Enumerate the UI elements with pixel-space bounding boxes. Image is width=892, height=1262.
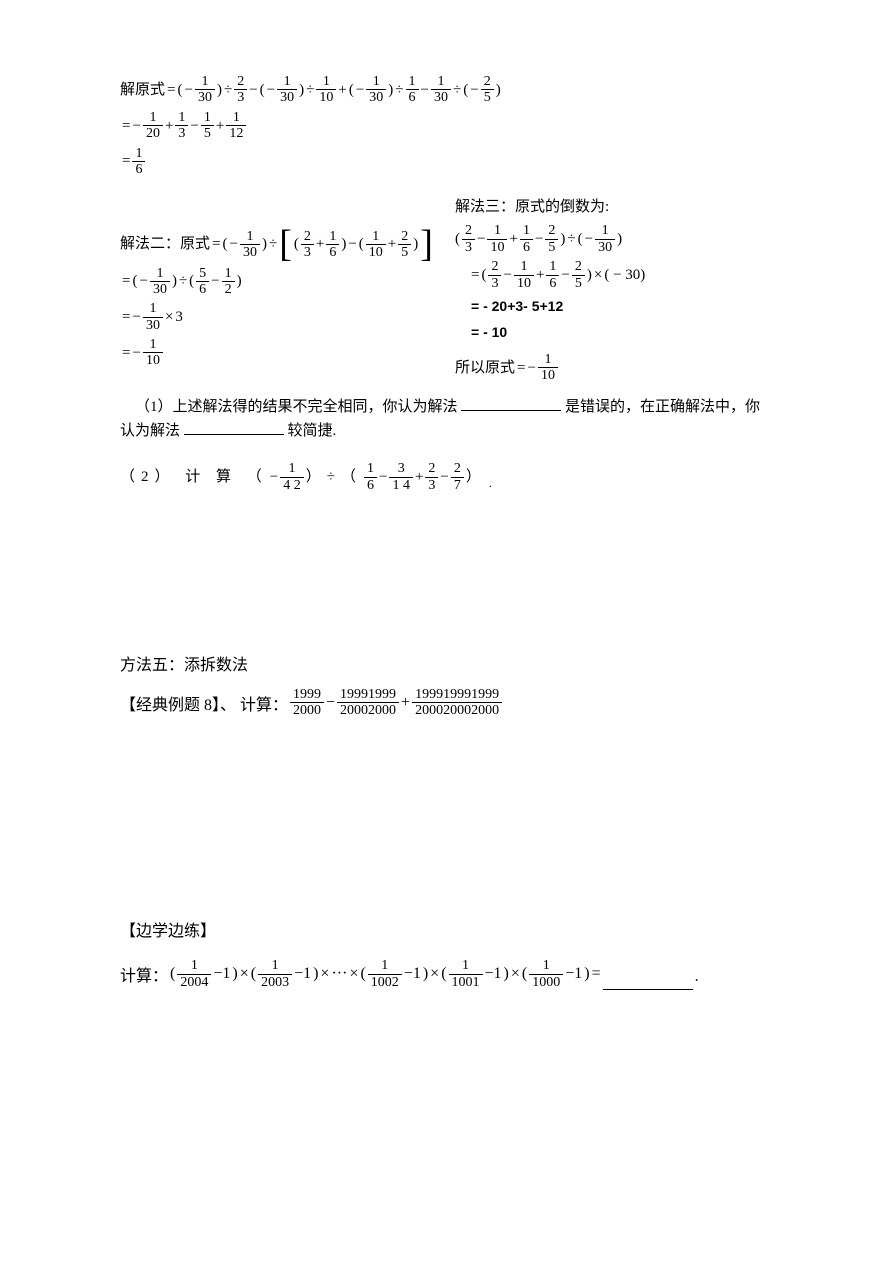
- sol3-title: 解法三：原式的倒数为:: [455, 195, 772, 219]
- frac-sol3-ans: 110: [538, 352, 558, 384]
- sol2-line2: = (− 130 )÷ ( 56 − 12 ): [122, 266, 437, 298]
- method-5-title: 方法五：添拆数法: [120, 653, 772, 679]
- question-1: （1）上述解法得的结果不完全相同，你认为解法 是错误的，在正确解法中，你认为解法…: [120, 395, 772, 443]
- frac-1-42: 14 2: [280, 461, 304, 493]
- frac-sol2-ans: 110: [143, 337, 163, 369]
- sol2-line3: =− 130 ×3: [122, 301, 437, 333]
- frac-2-3: 23: [234, 74, 247, 106]
- frac-1-30-e: 130: [240, 229, 260, 261]
- frac-2-3-d: 23: [488, 259, 501, 291]
- frac-1-1000: 11000: [529, 958, 563, 990]
- frac-199919991999: 199919991999200020002000: [412, 687, 502, 719]
- sol1-line3: = 16: [122, 146, 772, 178]
- sol3-line1: ( 23 − 110 + 16 − 25 )÷ (− 130 ): [455, 223, 772, 255]
- sol3-line2: =( 23 − 110 + 16 − 25 )× ( − 30): [455, 259, 772, 291]
- example-8: 【经典例题 8】、 计算： 19992000 − 199919992000200…: [120, 687, 772, 719]
- sol3-line4: = - 10: [455, 321, 772, 343]
- left-bracket-icon: [: [279, 227, 292, 261]
- frac-1-20: 120: [143, 110, 163, 142]
- sol3-col: 解法三：原式的倒数为: ( 23 − 110 + 16 − 25 )÷ (− 1…: [455, 191, 772, 387]
- frac-2-7: 27: [451, 461, 464, 493]
- frac-2-5-b: 25: [398, 229, 411, 261]
- blank-1[interactable]: [461, 396, 561, 411]
- frac-1-30-g: 130: [143, 301, 163, 333]
- frac-ans1: 16: [132, 146, 145, 178]
- frac-2-5-c: 25: [545, 223, 558, 255]
- practice-problem: 计算： ( 12004 −1)× ( 12003 −1)× ···× ( 110…: [120, 958, 772, 990]
- frac-1-2: 12: [222, 266, 235, 298]
- sol3-final: 所以原式 =− 110: [455, 352, 772, 384]
- sol2-col: 解法二：原式 = (− 130 )÷ [ ( 23 + 16 )− ( 110 …: [120, 191, 437, 373]
- frac-1999-2000: 19992000: [290, 687, 324, 719]
- frac-3-14: 31 4: [389, 461, 413, 493]
- blank-2[interactable]: [184, 420, 284, 435]
- blank-answer[interactable]: [603, 974, 693, 990]
- right-bracket-icon: ]: [420, 227, 433, 261]
- frac-2-3-c: 23: [462, 223, 475, 255]
- frac-2-3-e: 23: [425, 461, 438, 493]
- frac-1-12: 112: [226, 110, 246, 142]
- question-2: （2） 计 算 （ − 14 2 ）÷（ 16 − 31 4 + 23 − 27…: [120, 461, 772, 493]
- sol1-line2: =− 120 + 13 − 15 + 112: [122, 110, 772, 142]
- frac-1-10-d: 110: [514, 259, 534, 291]
- frac-1-30-d: 130: [431, 74, 451, 106]
- frac-1-6-b: 16: [326, 229, 339, 261]
- frac-1-2004: 12004: [177, 958, 211, 990]
- frac-1-5: 15: [201, 110, 214, 142]
- frac-2-5: 25: [481, 74, 494, 106]
- frac-1-30: 130: [195, 74, 215, 106]
- frac-1-1002: 11002: [368, 958, 402, 990]
- frac-1-10-c: 110: [487, 223, 507, 255]
- frac-1-6-d: 16: [546, 259, 559, 291]
- example-8-label: 【经典例题 8】、 计算：: [120, 693, 288, 719]
- frac-1-2003: 12003: [258, 958, 292, 990]
- frac-1-30-h: 130: [595, 223, 615, 255]
- frac-1-30-b: 130: [277, 74, 297, 106]
- practice-label: 【边学边练】: [120, 919, 772, 945]
- frac-1-30-f: 130: [150, 266, 170, 298]
- sol2-line1: 解法二：原式 = (− 130 )÷ [ ( 23 + 16 )− ( 110 …: [120, 227, 437, 261]
- sol1-line1: 解原式 = (− 130 )÷ 23 − (− 130 )÷ 110 + (− …: [120, 74, 772, 106]
- sol2-prefix: 解法二：原式: [120, 232, 210, 256]
- frac-1-6-e: 16: [364, 461, 377, 493]
- frac-1-1001: 11001: [449, 958, 483, 990]
- frac-1-3: 13: [175, 110, 188, 142]
- frac-5-6: 56: [196, 266, 209, 298]
- solutions-2-3: 解法二：原式 = (− 130 )÷ [ ( 23 + 16 )− ( 110 …: [120, 191, 772, 387]
- sol2-line4: =− 110: [122, 337, 437, 369]
- frac-1-6-c: 16: [520, 223, 533, 255]
- sol1-prefix: 解原式: [120, 78, 165, 102]
- frac-1-6: 16: [406, 74, 419, 106]
- frac-1-10-b: 110: [366, 229, 386, 261]
- calc-label: 计算：: [120, 964, 168, 990]
- sol3-line3: = - 20+3- 5+12: [455, 295, 772, 317]
- frac-1-10: 110: [316, 74, 336, 106]
- frac-1-30-c: 130: [366, 74, 386, 106]
- frac-19991999: 1999199920002000: [337, 687, 399, 719]
- frac-2-5-d: 25: [572, 259, 585, 291]
- frac-2-3-b: 23: [301, 229, 314, 261]
